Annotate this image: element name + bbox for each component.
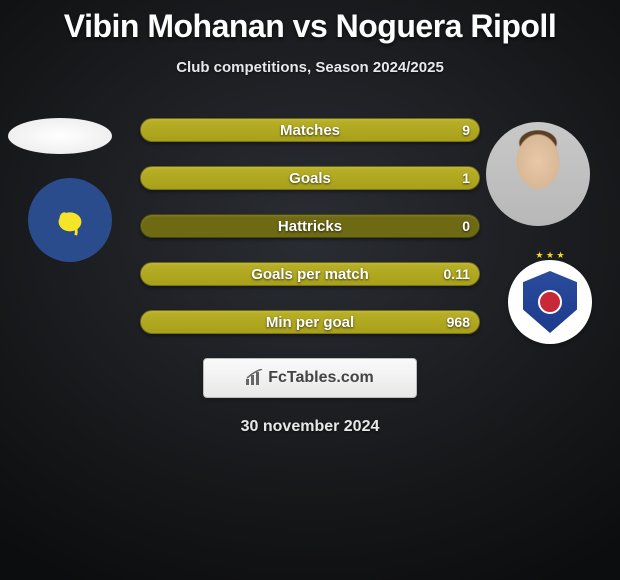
player-right-avatar — [486, 122, 590, 226]
stat-value-right: 968 — [447, 314, 470, 330]
club-left-label — [37, 187, 103, 253]
stat-bar: Hattricks 0 — [140, 214, 480, 238]
date: 30 november 2024 — [0, 418, 620, 436]
stat-bar: Matches 9 — [140, 118, 480, 142]
stat-value-right: 0 — [462, 218, 470, 234]
chart-icon — [246, 369, 264, 385]
stat-label: Goals per match — [251, 266, 369, 283]
stat-label: Matches — [280, 122, 340, 139]
elephant-icon — [51, 201, 89, 239]
stat-bar: Goals per match 0.11 — [140, 262, 480, 286]
stars-icon: ★ ★ ★ — [508, 250, 592, 261]
player-left-avatar — [8, 118, 112, 154]
page-title: Vibin Mohanan vs Noguera Ripoll — [0, 0, 620, 45]
stat-bar: Goals 1 — [140, 166, 480, 190]
stat-value-right: 1 — [462, 170, 470, 186]
club-left-badge — [28, 178, 112, 262]
shield-icon — [523, 271, 577, 333]
stat-label: Hattricks — [278, 218, 342, 235]
subtitle: Club competitions, Season 2024/2025 — [0, 59, 620, 76]
watermark-text: FcTables.com — [268, 369, 374, 386]
stat-bar: Min per goal 968 — [140, 310, 480, 334]
club-right-badge: ★ ★ ★ — [508, 260, 592, 344]
face-placeholder — [486, 122, 590, 226]
watermark[interactable]: FcTables.com — [203, 358, 417, 398]
stat-label: Min per goal — [266, 314, 354, 331]
stat-value-right: 0.11 — [444, 266, 470, 282]
stat-label: Goals — [289, 170, 331, 187]
content-root: Vibin Mohanan vs Noguera Ripoll Club com… — [0, 0, 620, 580]
stat-value-right: 9 — [462, 122, 470, 138]
